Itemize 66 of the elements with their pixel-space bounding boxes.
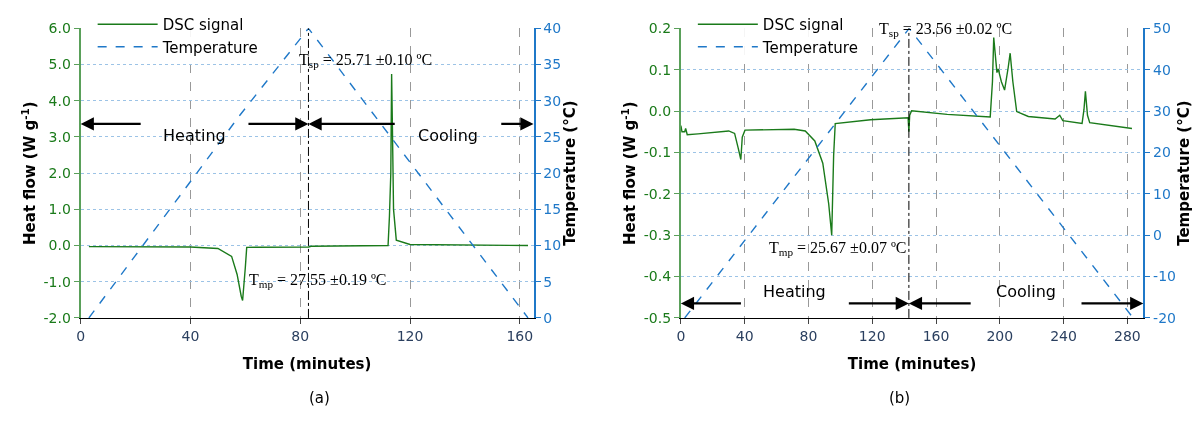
annotation: Cooling [996, 282, 1056, 301]
y-tick-label: -2.0 [43, 309, 71, 326]
y2-tick-label: 40 [1153, 61, 1171, 78]
x-tick-label: 80 [799, 327, 818, 344]
y-tick-label: 0.0 [48, 237, 71, 254]
annotation: T$_{sp}$ = 23.56 ±0.02 ºC [879, 20, 1013, 40]
y2-axis-title: Temperature (°C) [561, 100, 580, 246]
annotation: Heating [163, 126, 226, 145]
y-tick-label: 0.1 [648, 61, 672, 78]
y-tick-label: -0.3 [643, 227, 672, 244]
y2-tick-label: 10 [1153, 185, 1171, 202]
x-tick-label: 160 [922, 327, 950, 344]
annotation: T$_{mp}$ = 25.67 ±0.07 ºC [769, 239, 907, 259]
y2-tick-label: 15 [543, 201, 562, 218]
y2-tick-label: 20 [1153, 144, 1171, 161]
legend-label: Temperature [161, 38, 258, 57]
y2-tick-label: 50 [1153, 20, 1171, 37]
x-tick-label: 160 [506, 327, 534, 344]
annotation: T$_{sp}$ = 25.71 ±0.10 ºC [299, 51, 433, 71]
annotation: T$_{mp}$ = 27.55 ±0.19 ºC [249, 271, 387, 291]
x-tick-label: 40 [735, 327, 754, 344]
y2-tick-label: 35 [543, 56, 562, 73]
legend-label: DSC signal [762, 16, 844, 35]
y2-tick-label: 30 [543, 92, 562, 109]
y2-tick-label: 0 [543, 309, 553, 326]
x-tick-label: 80 [291, 327, 310, 344]
text: (b) [889, 389, 911, 407]
legend-label: Temperature [761, 38, 858, 57]
line-series [88, 73, 529, 302]
y-tick-label: 2.0 [48, 165, 71, 182]
y-tick-label: 5.0 [48, 56, 71, 73]
y-tick-label: 6.0 [48, 20, 71, 37]
annotation: Cooling [418, 126, 478, 145]
x-axis-title: Time (minutes) [242, 354, 372, 373]
x-tick-label: 0 [76, 327, 86, 344]
y-tick-label: -0.5 [643, 309, 672, 326]
y2-tick-label: 40 [543, 20, 562, 37]
annotation: Heating [763, 282, 826, 301]
y2-tick-label: -20 [1153, 309, 1176, 326]
y2-tick-label: 25 [543, 128, 562, 145]
y-tick-label: -0.2 [643, 185, 672, 202]
x-tick-label: 40 [181, 327, 200, 344]
y2-tick-label: 10 [543, 237, 562, 254]
y-tick-label: -0.4 [643, 268, 672, 285]
x-tick-label: 200 [986, 327, 1014, 344]
y2-tick-label: 5 [543, 273, 553, 290]
y-tick-label: 0.2 [648, 20, 672, 37]
y2-tick-label: 20 [543, 165, 562, 182]
y-tick-label: -1.0 [43, 273, 71, 290]
y2-tick-label: 0 [1153, 227, 1163, 244]
y-tick-label: 3.0 [48, 128, 71, 145]
y-tick-label: 1.0 [48, 201, 71, 218]
y-tick-label: 4.0 [48, 92, 71, 109]
y2-tick-label: -10 [1153, 268, 1176, 285]
y2-axis-title: Temperature (°C) [1175, 100, 1194, 246]
text: (a) [309, 389, 330, 407]
y-tick-label: -0.1 [643, 144, 672, 161]
x-tick-label: 120 [396, 327, 424, 344]
x-tick-label: 280 [1113, 327, 1141, 344]
y-tick-label: 0.0 [648, 103, 672, 119]
x-tick-label: 120 [858, 327, 886, 344]
x-tick-label: 0 [676, 327, 686, 344]
y2-tick-label: 30 [1153, 103, 1171, 119]
x-axis-title: Time (minutes) [847, 354, 977, 373]
legend-label: DSC signal [162, 16, 244, 35]
x-tick-label: 240 [1050, 327, 1077, 344]
